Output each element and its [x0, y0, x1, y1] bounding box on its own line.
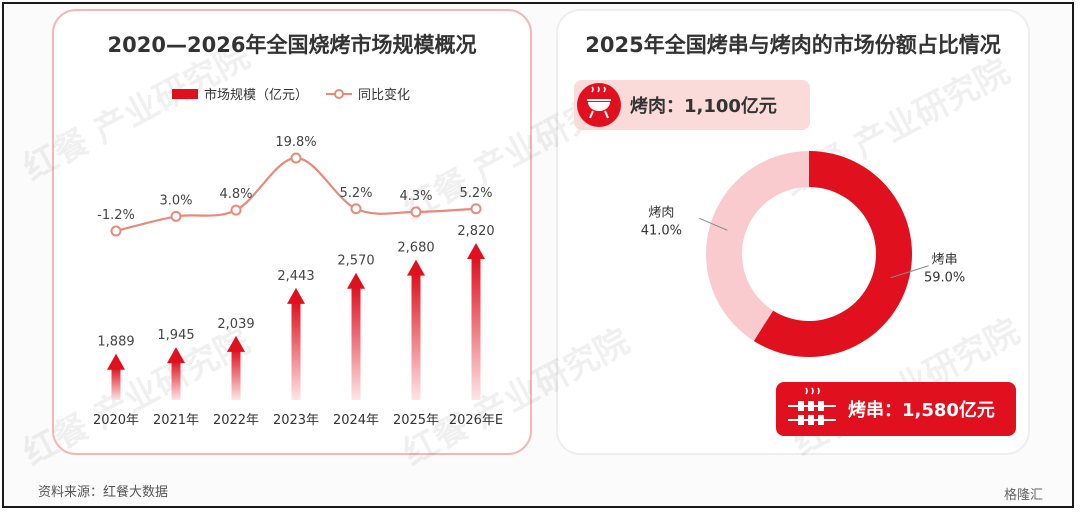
- bar-arrowhead: [167, 347, 185, 364]
- grill-icon: [576, 82, 622, 128]
- yoy-value-label: 19.8%: [275, 135, 316, 150]
- slice-烤肉: [706, 151, 809, 341]
- bar-value-label: 2,680: [397, 241, 434, 256]
- bar-value-label: 2,039: [217, 317, 254, 332]
- legend-line-label: 同比变化: [358, 87, 410, 103]
- bar-2025年: [411, 273, 421, 400]
- bar-arrowhead: [407, 259, 425, 276]
- yoy-point: [410, 206, 422, 218]
- bar-arrowhead: [347, 272, 365, 289]
- market-size-chart: 市场规模（亿元） 同比变化 1,889 1,945 2,039 2,443 2,570 2…: [93, 87, 503, 428]
- yoy-point: [170, 210, 182, 222]
- yoy-value-label: 5.2%: [459, 186, 492, 201]
- skewer-market-label: 烤串：1,580亿元: [848, 400, 995, 421]
- x-tick-label: 2025年: [393, 413, 439, 428]
- yoy-value-label: 5.2%: [339, 186, 372, 201]
- yoy-value-label: 3.0%: [159, 193, 192, 208]
- bar-2022年: [231, 349, 241, 400]
- legend-bar-label: 市场规模（亿元）: [204, 87, 308, 103]
- bar-arrowhead: [227, 335, 245, 352]
- slice-value-label: 41.0%: [641, 223, 682, 238]
- slice-烤串: [753, 151, 912, 357]
- market-size-title: 2020—2026年全国烧烤市场规模概况: [107, 33, 477, 57]
- slice-name-label: 烤串: [932, 253, 958, 268]
- market-share-chart: 烤串 59.0% 烤肉 41.0%: [641, 151, 965, 357]
- yoy-point: [110, 225, 122, 237]
- x-tick-label: 2026年E: [449, 413, 503, 428]
- bar-arrowhead: [107, 353, 125, 370]
- yoy-point: [470, 203, 482, 215]
- bar-2026年E: [471, 257, 481, 400]
- market-share-title: 2025年全国烤串与烤肉的市场份额占比情况: [585, 33, 1001, 57]
- bar-2020年: [111, 367, 121, 400]
- bar-value-label: 1,889: [97, 335, 134, 350]
- slice-leader-line: [699, 217, 728, 231]
- x-tick-label: 2022年: [213, 413, 259, 428]
- yoy-point: [350, 203, 362, 215]
- meat-market-label: 烤肉：1,100亿元: [630, 96, 777, 117]
- x-tick-label: 2023年: [273, 413, 319, 428]
- x-tick-label: 2020年: [93, 413, 139, 428]
- bar-value-label: 2,570: [337, 254, 374, 269]
- bar-arrowhead: [467, 243, 485, 259]
- x-tick-label: 2024年: [333, 413, 379, 428]
- meat-market-tag: 烤肉：1,100亿元: [574, 80, 810, 130]
- x-tick-label: 2021年: [153, 413, 199, 428]
- legend-bar-swatch: [172, 89, 198, 99]
- bar-value-label: 2,443: [277, 269, 314, 284]
- skewer-market-tag: 烤串：1,580亿元: [776, 382, 1016, 436]
- yoy-point: [290, 152, 302, 164]
- bar-2023年: [291, 301, 301, 400]
- skewer-icon: [786, 386, 838, 432]
- slice-name-label: 烤肉: [648, 205, 674, 220]
- yoy-value-label: -1.2%: [97, 208, 135, 223]
- yoy-point: [230, 204, 242, 216]
- bar-2024年: [351, 286, 361, 400]
- bar-2021年: [171, 361, 181, 400]
- corner-logo: 格隆汇: [1004, 488, 1044, 503]
- yoy-value-label: 4.8%: [219, 187, 252, 202]
- yoy-value-label: 4.3%: [399, 189, 432, 204]
- bar-arrowhead: [287, 287, 305, 304]
- bar-value-label: 1,945: [157, 328, 194, 343]
- slice-leader-line: [890, 265, 929, 279]
- legend-line-marker: [334, 89, 344, 99]
- chart-legend: 市场规模（亿元） 同比变化: [172, 87, 410, 103]
- data-source: 资料来源：红餐大数据: [38, 485, 169, 500]
- slice-value-label: 59.0%: [924, 271, 965, 286]
- bar-value-label: 2,820: [457, 224, 494, 239]
